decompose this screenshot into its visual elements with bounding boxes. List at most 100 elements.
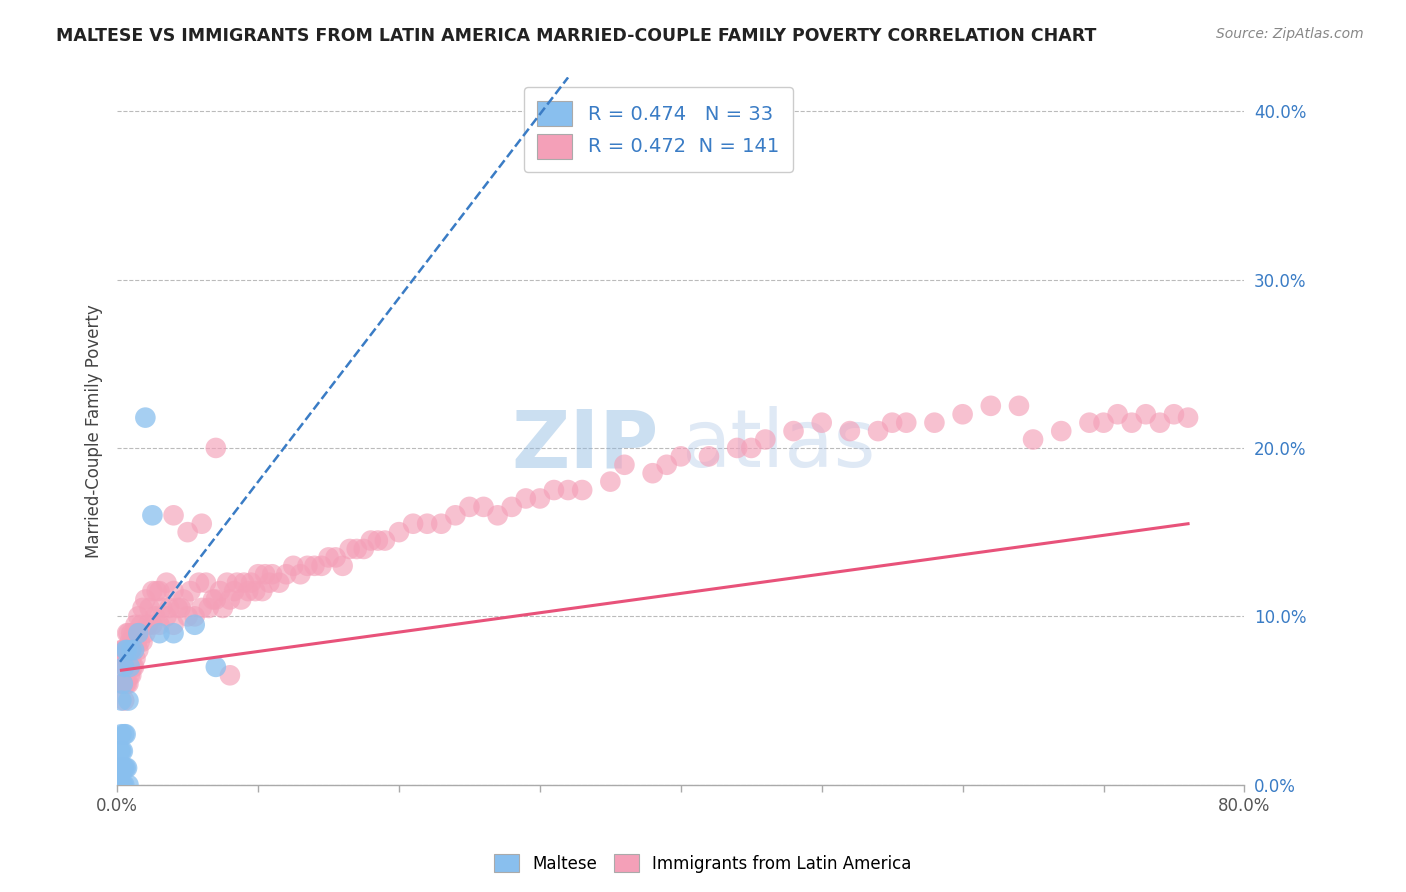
Point (111, 676, 134, 690)
Point (283, 558, 305, 573)
Point (238, 584, 260, 599)
Point (896, 416, 918, 430)
Point (304, 558, 326, 573)
Point (136, 617, 159, 632)
Point (205, 660, 228, 674)
Point (183, 617, 205, 632)
Point (155, 575, 177, 590)
Point (115, 643, 138, 657)
Point (134, 626, 156, 640)
Point (655, 458, 678, 472)
Point (311, 558, 333, 573)
Point (110, 643, 132, 657)
Point (571, 483, 593, 497)
Point (613, 458, 636, 472)
Point (120, 643, 142, 657)
Point (114, 761, 136, 775)
Point (114, 676, 136, 690)
Point (117, 651, 139, 665)
Point (110, 693, 132, 707)
Point (108, 778, 131, 792)
Point (121, 660, 143, 674)
Point (111, 761, 134, 775)
Point (115, 761, 138, 775)
Text: MALTESE VS IMMIGRANTS FROM LATIN AMERICA MARRIED-COUPLE FAMILY POVERTY CORRELATI: MALTESE VS IMMIGRANTS FROM LATIN AMERICA… (56, 27, 1097, 45)
Point (110, 761, 132, 775)
Point (226, 575, 249, 590)
Point (148, 584, 170, 599)
Point (145, 584, 167, 599)
Point (134, 410, 156, 425)
Point (240, 575, 263, 590)
Point (1078, 416, 1101, 430)
Point (157, 601, 180, 615)
Point (231, 592, 253, 607)
Point (118, 660, 141, 674)
Point (725, 441, 748, 455)
Point (117, 693, 139, 707)
Point (669, 450, 692, 464)
Point (1121, 416, 1143, 430)
Point (122, 660, 145, 674)
Point (1008, 399, 1031, 413)
Point (134, 592, 156, 607)
Point (111, 676, 134, 690)
Point (176, 525, 198, 540)
Point (176, 609, 198, 624)
Point (212, 601, 235, 615)
Point (205, 592, 228, 607)
Point (205, 441, 228, 455)
Point (162, 584, 184, 599)
Point (127, 643, 149, 657)
Point (297, 558, 319, 573)
Point (183, 609, 205, 624)
Point (472, 500, 495, 514)
Point (169, 601, 191, 615)
Point (290, 567, 312, 582)
Point (110, 744, 132, 758)
Point (952, 407, 974, 421)
Point (162, 617, 184, 632)
Point (353, 541, 375, 556)
Point (114, 660, 136, 674)
Point (318, 550, 340, 565)
Point (838, 424, 860, 438)
Point (112, 660, 135, 674)
Point (810, 416, 832, 430)
Point (1022, 433, 1045, 447)
Point (197, 601, 219, 615)
Point (515, 491, 537, 506)
Point (131, 601, 153, 615)
Point (114, 643, 136, 657)
Point (252, 584, 274, 599)
Point (1135, 407, 1157, 421)
Point (162, 508, 184, 523)
Point (501, 500, 523, 514)
Point (980, 399, 1002, 413)
Point (430, 516, 453, 531)
Point (529, 491, 551, 506)
Point (416, 516, 439, 531)
Point (162, 626, 184, 640)
Point (262, 567, 284, 582)
Point (155, 609, 177, 624)
Point (458, 500, 481, 514)
Point (402, 516, 425, 531)
Point (117, 626, 139, 640)
Point (187, 575, 209, 590)
Point (782, 424, 804, 438)
Point (112, 643, 135, 657)
Point (374, 533, 396, 548)
Point (224, 584, 246, 599)
Point (112, 693, 135, 707)
Point (190, 601, 212, 615)
Point (367, 533, 389, 548)
Point (543, 483, 565, 497)
Point (125, 634, 148, 648)
Point (245, 584, 267, 599)
Point (388, 525, 411, 540)
Point (360, 533, 382, 548)
Point (1092, 416, 1115, 430)
Point (254, 567, 277, 582)
Point (112, 778, 135, 792)
